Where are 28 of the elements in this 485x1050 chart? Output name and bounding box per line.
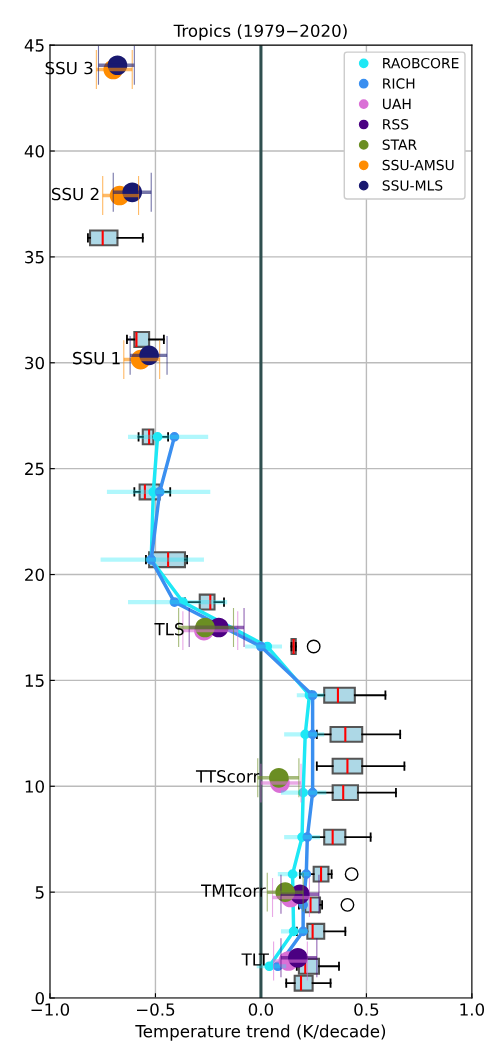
x-tick-label: −0.5 xyxy=(136,1003,175,1016)
y-tick-label: 0 xyxy=(35,991,44,1005)
y-tick-label: 35 xyxy=(25,250,44,264)
annotation: TLS xyxy=(154,622,184,636)
y-tick-label: 25 xyxy=(25,462,44,476)
y-tick-label: 5 xyxy=(35,886,44,899)
y-tick-label: 30 xyxy=(25,356,44,370)
x-tick-label: 0.5 xyxy=(354,1003,379,1016)
annotation: TTScorr xyxy=(195,770,260,783)
y-tick-label: 20 xyxy=(25,568,44,582)
x-tick-label: 0.0 xyxy=(248,1003,274,1016)
y-tick-label: 40 xyxy=(24,144,44,158)
annotation: SSU 1 xyxy=(73,351,120,365)
legend-label: SSU-MLS xyxy=(382,180,443,191)
legend-label: RSS xyxy=(383,119,409,130)
x-tick-label: −1.0 xyxy=(31,1003,70,1016)
legend-label: STAR xyxy=(382,139,417,150)
legend-label: UAH xyxy=(382,98,411,110)
y-tick-label: 45 xyxy=(24,39,44,52)
x-axis-title: Temperature trend (K/decade) xyxy=(135,1024,386,1041)
legend-label: RAOBCORE xyxy=(383,57,459,69)
legend-label: RICH xyxy=(383,78,415,89)
y-tick-label: 10 xyxy=(25,780,44,793)
legend-label: SSU-AMSU xyxy=(382,159,454,171)
x-tick-label: 1.0 xyxy=(460,1003,485,1016)
chart-title: Tropics (1979−2020) xyxy=(173,24,347,41)
y-tick-label: 15 xyxy=(25,674,44,687)
annotation: SSU 2 xyxy=(51,187,99,201)
